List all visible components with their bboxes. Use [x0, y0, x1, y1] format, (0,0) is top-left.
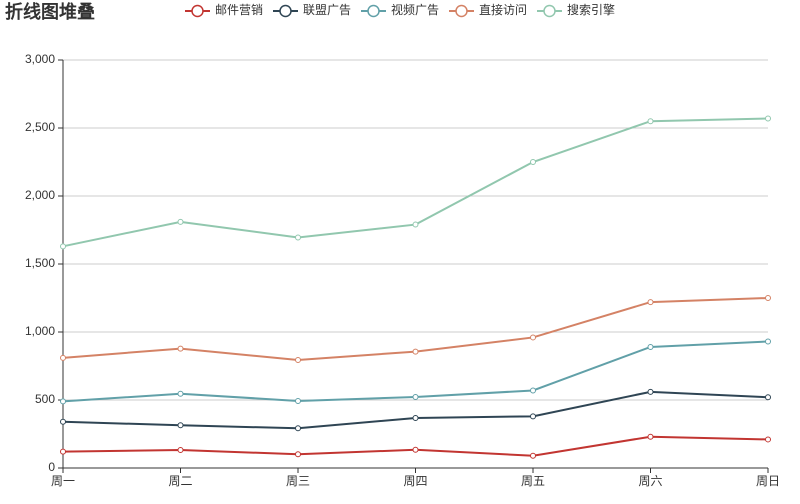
x-tick-label: 周四	[403, 474, 427, 488]
series-line	[62, 435, 769, 457]
data-point	[530, 387, 536, 394]
y-tick-label: 3,000	[25, 52, 55, 66]
x-tick-label: 周三	[286, 474, 310, 488]
data-point	[647, 433, 654, 440]
data-point	[60, 448, 66, 455]
legend-symbol	[455, 4, 468, 18]
x-tick-label: 周五	[521, 474, 545, 488]
data-point	[177, 422, 184, 429]
data-point	[412, 414, 419, 421]
y-tick-label: 2,500	[25, 120, 55, 134]
y-tick-label: 1,000	[25, 324, 55, 338]
data-point	[530, 452, 536, 459]
data-point	[765, 295, 771, 301]
data-point	[765, 115, 771, 122]
data-point	[765, 394, 771, 401]
data-point	[647, 343, 654, 350]
data-point	[412, 446, 419, 453]
data-point	[177, 218, 184, 225]
x-tick-label: 周一	[51, 474, 75, 488]
y-tick-label: 0	[48, 460, 55, 474]
data-point	[412, 221, 419, 228]
data-point	[295, 357, 301, 364]
legend-symbol	[279, 4, 292, 18]
data-point	[60, 398, 66, 405]
data-point	[177, 390, 184, 397]
data-point	[530, 159, 536, 165]
legend-symbol	[543, 4, 556, 18]
chart-title: 折线图堆叠	[5, 1, 95, 22]
y-tick-label: 500	[35, 392, 55, 406]
y-tick-label: 1,500	[25, 256, 55, 270]
data-point	[765, 436, 771, 443]
legend-symbol	[191, 4, 204, 18]
data-point	[647, 118, 654, 125]
legend-label: 邮件营销	[215, 3, 263, 17]
data-point	[295, 397, 301, 404]
data-point	[412, 348, 419, 355]
data-point	[295, 425, 301, 432]
data-point	[765, 338, 771, 345]
data-point	[295, 451, 301, 458]
data-point	[647, 388, 654, 395]
data-point	[60, 354, 66, 361]
data-point	[530, 413, 536, 420]
x-tick-label: 周二	[168, 474, 192, 488]
data-point	[60, 418, 66, 425]
data-point	[177, 345, 184, 352]
x-tick-label: 周六	[638, 474, 662, 488]
legend-label: 搜索引擎	[567, 2, 615, 17]
data-point	[530, 334, 536, 341]
x-tick-label: 周日	[756, 474, 780, 488]
legend-label: 直接访问	[479, 2, 527, 17]
data-point	[177, 447, 184, 454]
data-point	[60, 243, 66, 250]
y-tick-label: 2,000	[25, 188, 55, 202]
data-point	[647, 299, 654, 306]
legend-symbol	[367, 4, 380, 18]
data-point	[412, 394, 419, 401]
legend-label: 视频广告	[391, 2, 439, 17]
legend-label: 联盟广告	[303, 3, 351, 17]
data-point	[295, 234, 301, 241]
